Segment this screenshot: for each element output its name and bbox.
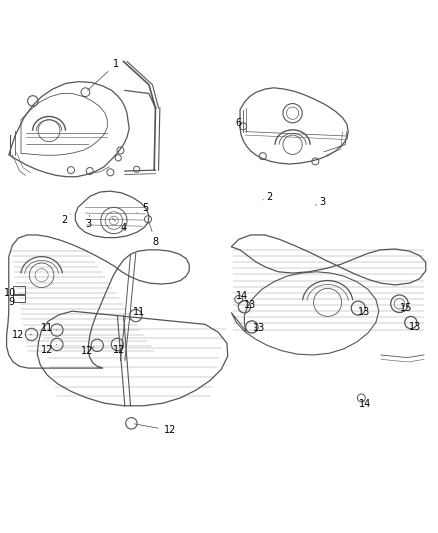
Text: 2: 2 (263, 192, 272, 203)
Bar (13, 295, 25, 302)
Text: 6: 6 (236, 118, 242, 128)
Text: 10: 10 (4, 288, 16, 298)
Text: 5: 5 (137, 203, 148, 213)
Text: 2: 2 (62, 214, 71, 225)
Text: 12: 12 (81, 345, 94, 356)
Text: 12: 12 (12, 330, 32, 340)
Text: 13: 13 (253, 323, 265, 333)
Text: 15: 15 (400, 303, 413, 313)
Text: 13: 13 (409, 321, 421, 332)
Bar (13, 286, 25, 294)
Text: 13: 13 (358, 307, 371, 317)
Text: 12: 12 (134, 424, 176, 435)
Text: 11: 11 (133, 307, 145, 317)
Text: 4: 4 (113, 218, 127, 233)
Text: 1: 1 (88, 59, 119, 90)
Text: 12: 12 (41, 344, 57, 355)
Text: 11: 11 (41, 323, 57, 333)
Text: 3: 3 (85, 215, 92, 229)
Text: 9: 9 (8, 296, 14, 306)
Text: 14: 14 (236, 291, 248, 301)
Text: 14: 14 (359, 399, 371, 409)
Text: 3: 3 (315, 197, 325, 207)
Text: 12: 12 (113, 345, 125, 355)
Text: 13: 13 (244, 300, 257, 310)
Text: 8: 8 (149, 222, 159, 247)
